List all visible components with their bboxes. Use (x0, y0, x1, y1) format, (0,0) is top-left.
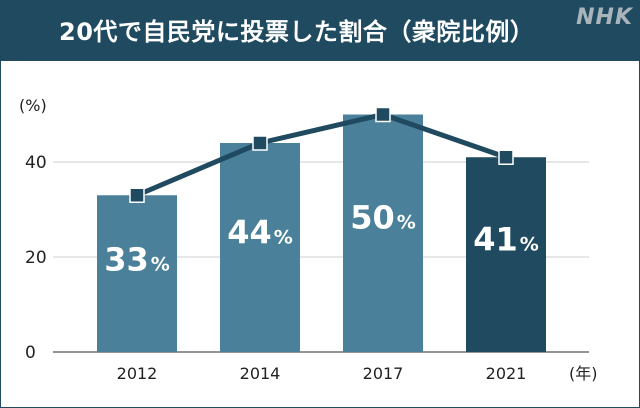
x-tick-label: 2017 (363, 364, 404, 383)
title-banner: 20代で自民党に投票した割合（衆院比例） NHK (1, 1, 639, 61)
line-marker-2017 (375, 106, 391, 123)
data-label-2017: 50% (350, 199, 416, 237)
y-axis-unit-label: (%) (19, 96, 47, 115)
line-marker-2014 (252, 135, 268, 151)
x-tick-label: 2014 (240, 364, 281, 383)
data-label-2012: 33% (104, 240, 170, 278)
x-tick-label: 2012 (117, 364, 158, 383)
chart-title: 20代で自民党に投票した割合（衆院比例） (59, 18, 535, 46)
nhk-logo: NHK (576, 5, 633, 30)
line-marker-2021 (498, 149, 514, 165)
data-label-2021: 41% (473, 221, 539, 259)
data-label-2014: 44% (227, 213, 293, 251)
bar-2014 (220, 143, 300, 352)
y-tick-label: 20 (25, 248, 47, 268)
bar-2021 (466, 157, 546, 352)
x-axis-unit-label: (年) (569, 364, 598, 383)
x-tick-label: 2021 (486, 364, 527, 383)
y-tick-label: 40 (25, 153, 47, 173)
bar-2017 (343, 114, 423, 352)
line-marker-2012 (129, 187, 145, 203)
trend-line (136, 112, 507, 198)
y-tick-label: 0 (25, 343, 36, 363)
bar-2012 (97, 195, 177, 352)
